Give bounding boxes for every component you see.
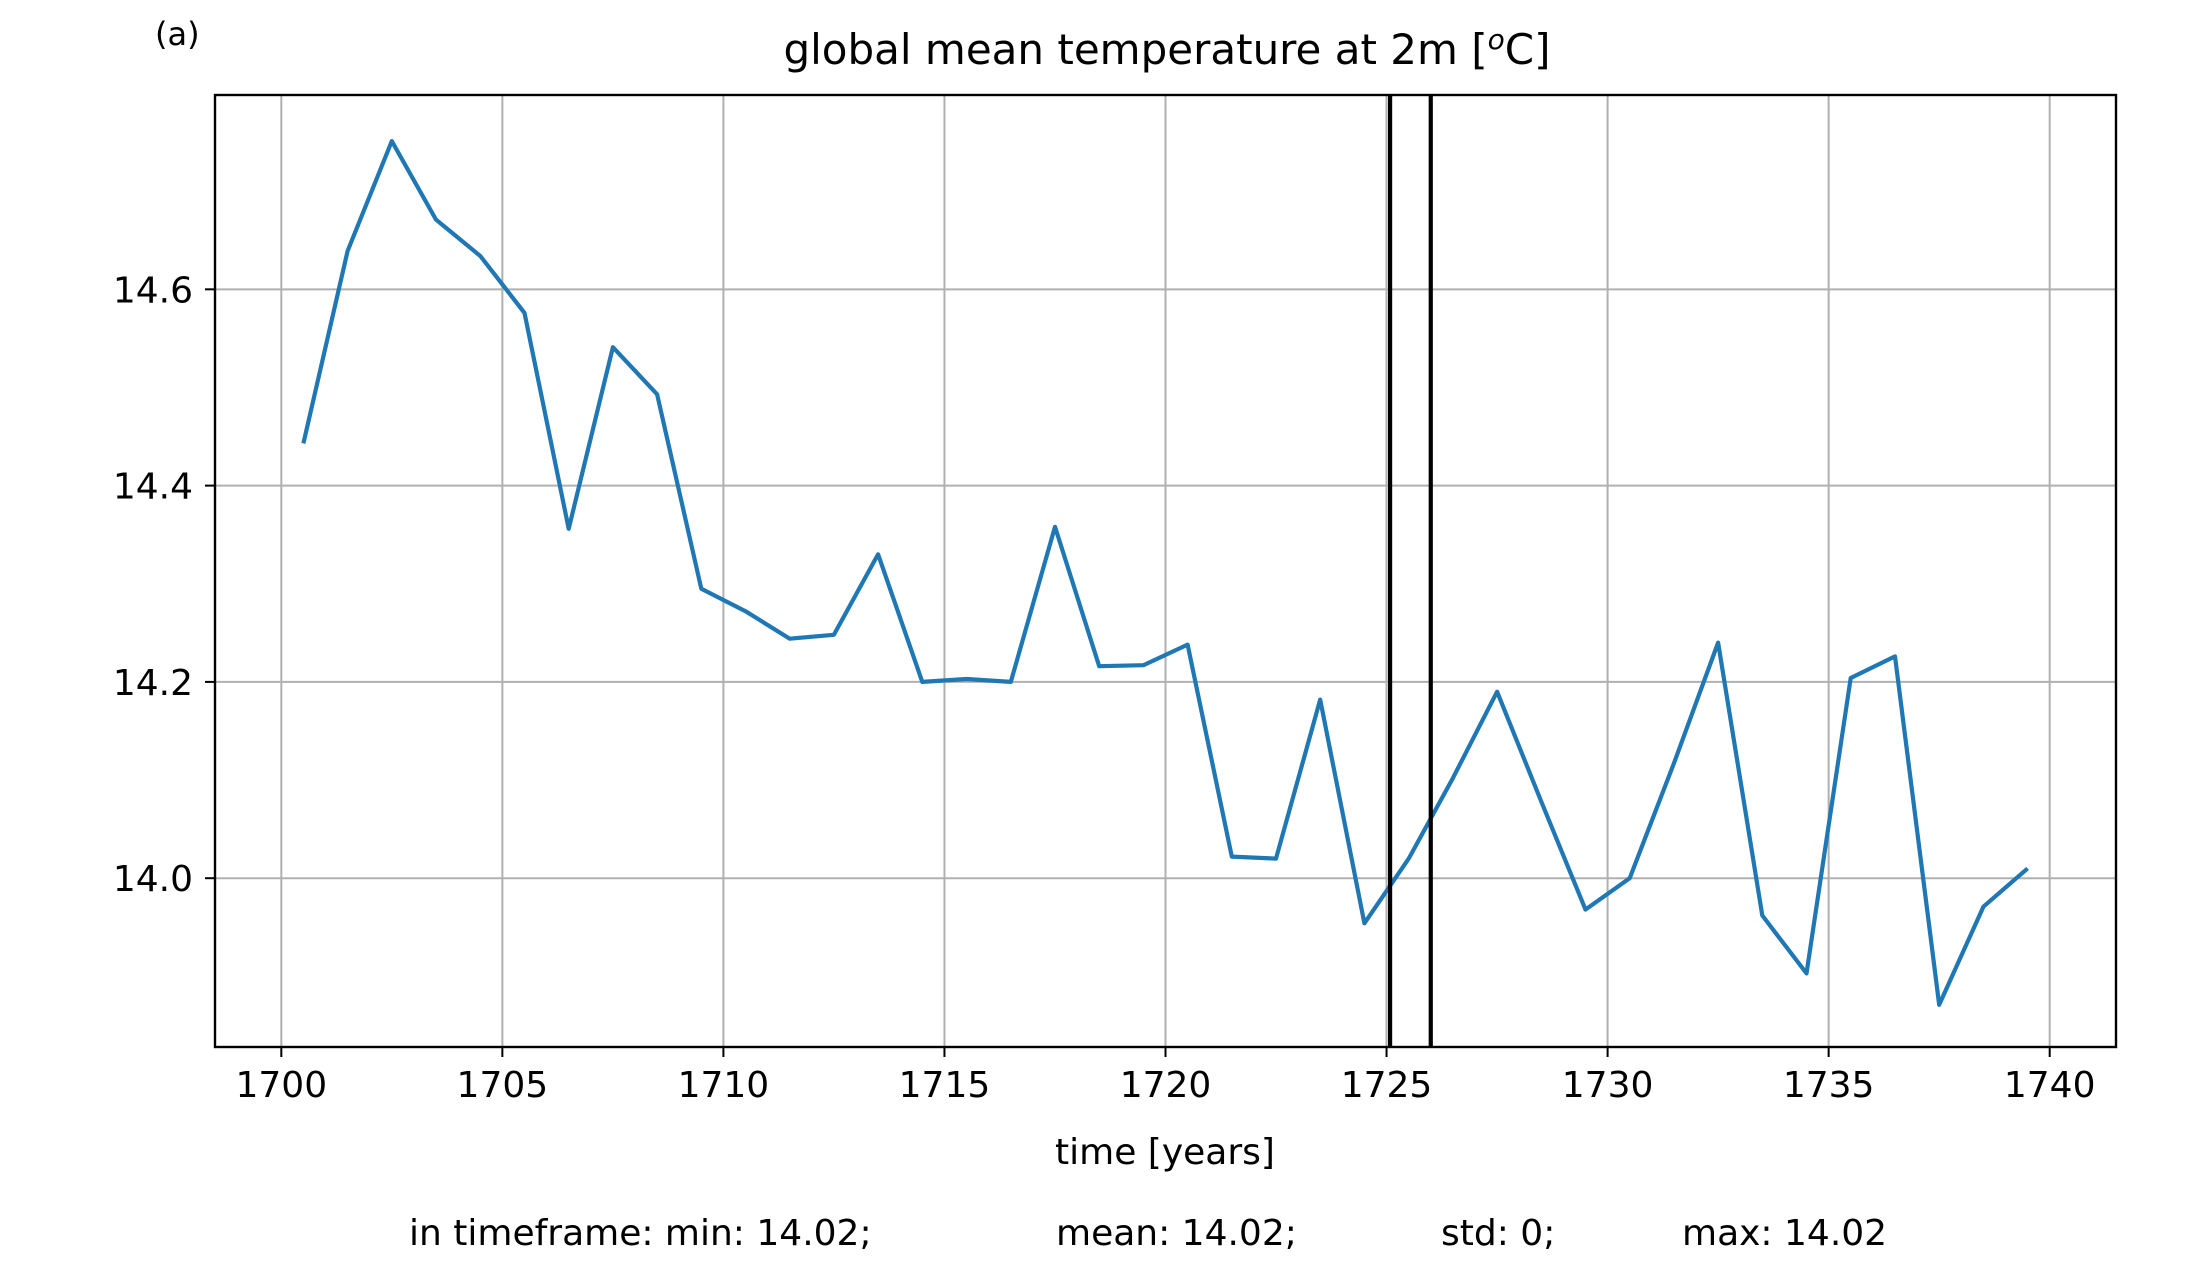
x-tick-label: 1715 (899, 1065, 991, 1106)
y-tick-label: 14.6 (113, 270, 193, 311)
chart-title-end: C] (1505, 25, 1551, 74)
chart-title: global mean temperature at 2m [oC] (783, 23, 1550, 74)
series-line (301, 139, 2029, 1007)
y-tick-label: 14.2 (113, 663, 193, 704)
panel-label: (a) (155, 15, 200, 53)
x-axis-ticks: 1700 1705 1710 1715 1720 1725 1730 1735 1740 (236, 1047, 2096, 1106)
x-tick-label: 1730 (1562, 1065, 1654, 1106)
vertical-markers (1387, 95, 1433, 1047)
footer-min: in timeframe: min: 14.02; (409, 1213, 872, 1254)
x-tick-label: 1710 (678, 1065, 770, 1106)
grid (215, 95, 2116, 1047)
series-layer (301, 139, 2029, 1007)
x-tick-label: 1720 (1120, 1065, 1212, 1106)
chart-title-main: global mean temperature at 2m [ (783, 25, 1487, 74)
x-tick-label: 1740 (2004, 1065, 2096, 1106)
x-tick-label: 1725 (1341, 1065, 1433, 1106)
chart-title-superscript: o (1488, 23, 1505, 56)
y-tick-label: 14.0 (113, 859, 193, 900)
x-tick-label: 1700 (236, 1065, 328, 1106)
x-tick-label: 1705 (457, 1065, 549, 1106)
y-axis-ticks: 14.0 14.2 14.4 14.6 (113, 270, 215, 900)
footer-max: max: 14.02 (1682, 1213, 1887, 1254)
x-axis-label: time [years] (1055, 1132, 1275, 1173)
footer-std: std: 0; (1441, 1213, 1555, 1254)
footer-mean: mean: 14.02; (1056, 1213, 1297, 1254)
x-tick-label: 1735 (1783, 1065, 1875, 1106)
y-tick-label: 14.4 (113, 467, 193, 508)
